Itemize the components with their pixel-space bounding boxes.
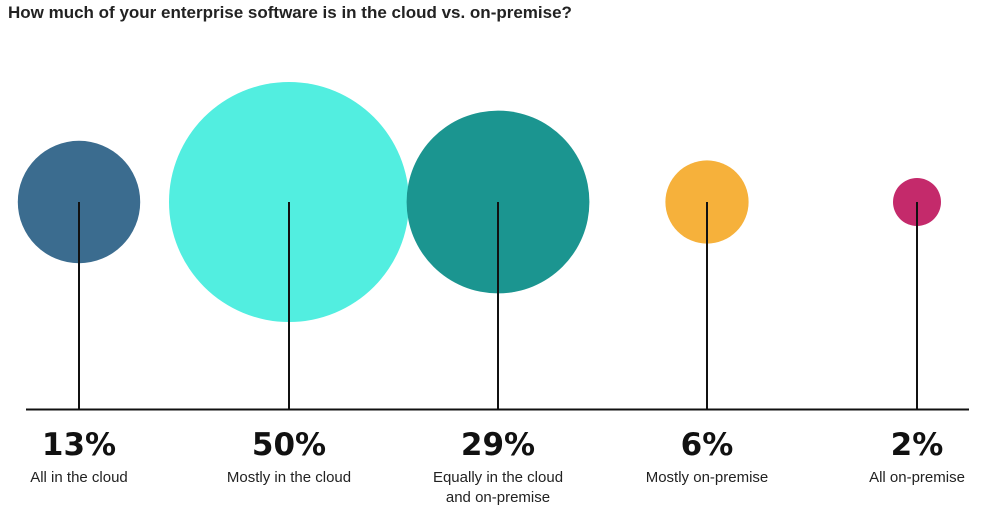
value-label-4: 6% (681, 427, 734, 463)
category-label-4: Mostly on-premise (646, 469, 769, 486)
chart-title: How much of your enterprise software is … (8, 3, 572, 22)
category-label-3: Equally in the cloud and on-premise (433, 469, 563, 506)
bubble-labels: 13% All in the cloud 50% Mostly in the clou… (30, 427, 965, 506)
value-label-5: 2% (891, 427, 944, 463)
bubble-marks (17, 82, 941, 409)
category-label-2: Mostly in the cloud (227, 469, 351, 486)
category-label-5: All on-premise (869, 469, 965, 486)
value-label-2: 50% (252, 427, 326, 463)
value-label-3: 29% (461, 427, 535, 463)
value-label-1: 13% (42, 427, 116, 463)
category-label-1: All in the cloud (30, 469, 128, 486)
